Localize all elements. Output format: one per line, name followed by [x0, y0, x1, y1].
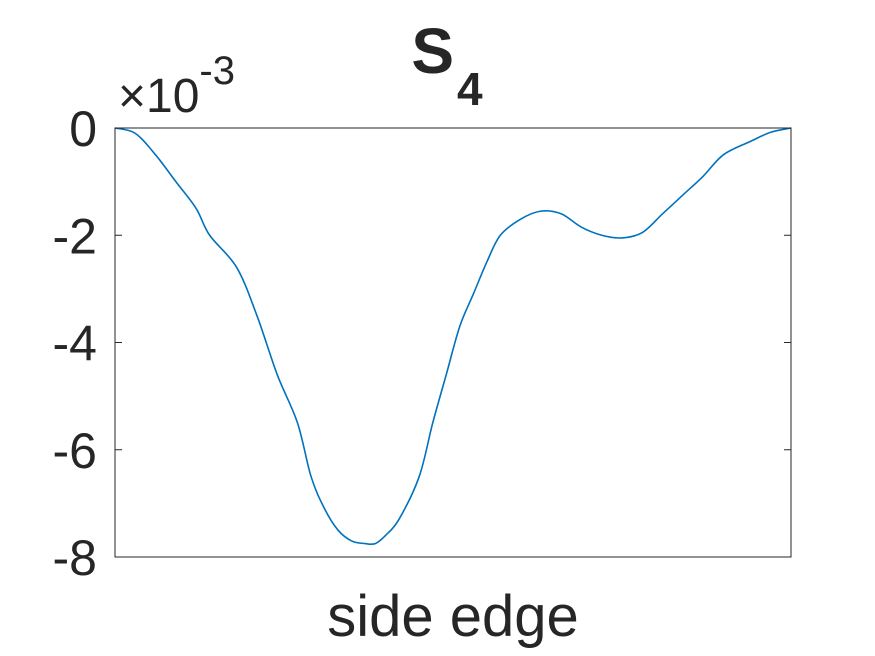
y-tick-label: 0 [69, 101, 97, 157]
y-tick-label: -6 [53, 423, 97, 479]
chart-title-main: S [411, 15, 454, 87]
y-exponent-label: ×10-3 [118, 49, 235, 123]
chart-title-subscript: 4 [457, 63, 483, 115]
x-axis-label: side edge [327, 584, 579, 649]
plot-area [115, 128, 791, 557]
y-tick-label: -8 [53, 530, 97, 586]
y-tick-label: -4 [53, 316, 97, 372]
y-tick-label: -2 [53, 208, 97, 264]
chart-title: S4 [411, 15, 483, 115]
y-exponent-base: ×10 [118, 70, 199, 123]
series-line [114, 127, 792, 546]
y-exponent-power: -3 [199, 49, 235, 93]
plot-frame [114, 127, 792, 558]
